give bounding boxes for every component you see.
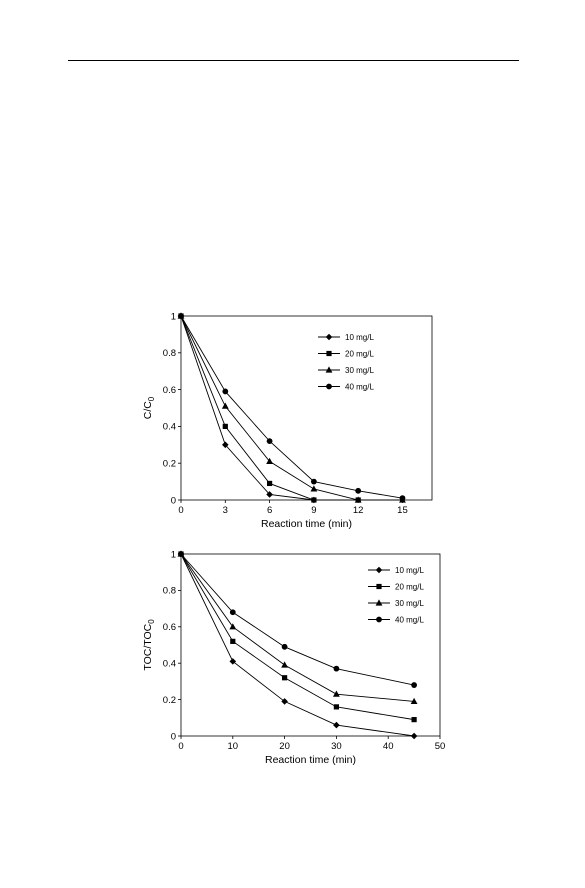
data-point [266, 480, 273, 487]
data-point [221, 402, 229, 409]
data-point [229, 609, 236, 616]
chart-1-svg: 0 0.2 0.4 0.6 0.8 1 0 3 6 9 12 15 Reaction time (min… [142, 311, 433, 530]
y-axis-label: TOC/TOC0 [142, 619, 156, 671]
series-line [180, 315, 403, 499]
plot-frame [180, 315, 433, 501]
legend-label: 40 mg/L [395, 616, 424, 625]
x-tick-label: 30 [331, 741, 342, 752]
data-point [266, 491, 273, 498]
y-tick-label: 0.4 [163, 659, 176, 670]
legend-marker [376, 616, 382, 623]
legend-label: 20 mg/L [345, 350, 374, 359]
y-tick-label: 0 [171, 731, 176, 742]
legend-label: 30 mg/L [395, 599, 424, 608]
data-point [411, 717, 417, 723]
data-point [410, 732, 418, 740]
data-point [281, 698, 288, 705]
plot-frame [180, 553, 441, 737]
series-line [180, 315, 359, 501]
legend-marker [375, 566, 383, 574]
legend-label: 10 mg/L [395, 566, 424, 575]
y-tick-label: 0.6 [163, 622, 176, 633]
data-point [333, 690, 340, 697]
legend-marker [376, 583, 382, 590]
data-point [178, 313, 184, 319]
y-tick-label: 0.2 [163, 459, 176, 470]
data-point [354, 496, 362, 503]
y-axis-label: C/C0 [142, 396, 156, 419]
legend-marker [325, 366, 333, 373]
legend-label: 30 mg/L [345, 366, 374, 375]
x-tick-label: 6 [267, 505, 272, 516]
data-point [266, 457, 273, 464]
series-4 [178, 551, 417, 688]
x-tick-label: 0 [178, 505, 183, 516]
data-point [310, 478, 317, 485]
chart-toc-decay: 0 0.2 0.4 0.6 0.8 1 0 10 20 30 40 50 Reaction time (… [0, 540, 585, 780]
x-tick-label: 20 [279, 741, 290, 752]
series-3 [177, 550, 418, 705]
data-point [266, 438, 273, 445]
data-point [311, 497, 317, 503]
series-1 [177, 312, 318, 504]
legend-label: 10 mg/L [345, 333, 374, 342]
y-tick-label: 0.6 [163, 385, 176, 396]
series-2 [178, 313, 361, 503]
legend-marker [326, 383, 332, 390]
y-tick-label: 1 [171, 549, 176, 560]
data-point [355, 487, 362, 494]
x-tick-label: 9 [311, 505, 316, 516]
data-point [230, 638, 236, 644]
data-point [333, 665, 340, 672]
data-point [221, 441, 229, 449]
series-line [180, 315, 314, 501]
data-point [222, 423, 228, 429]
data-point [222, 388, 229, 395]
y-tick-label: 1 [171, 311, 176, 322]
header-rule [68, 60, 519, 61]
series-line [180, 315, 403, 501]
data-point [333, 704, 339, 710]
series-line [180, 553, 415, 737]
series-1 [177, 550, 418, 740]
data-point [178, 551, 184, 557]
x-tick-label: 3 [223, 505, 228, 516]
chart-concentration-decay: 0 0.2 0.4 0.6 0.8 1 0 3 6 9 12 15 Reaction time (min… [0, 300, 585, 540]
y-tick-label: 0.8 [163, 348, 176, 359]
legend-marker [375, 599, 383, 606]
series-4 [178, 313, 406, 502]
x-tick-label: 10 [228, 741, 239, 752]
y-tick-label: 0.2 [163, 695, 176, 706]
data-point [310, 485, 318, 492]
series-line [180, 553, 415, 721]
data-point [399, 495, 406, 502]
x-tick-label: 15 [397, 505, 408, 516]
series-2 [178, 551, 417, 723]
legend-label: 40 mg/L [345, 383, 374, 392]
data-point [282, 675, 288, 681]
data-point [229, 623, 237, 630]
y-tick-label: 0 [171, 495, 176, 506]
x-axis-label: Reaction time (min) [265, 754, 356, 766]
legend-marker [325, 333, 333, 341]
data-point [281, 643, 288, 650]
series-line [180, 553, 415, 702]
y-tick-label: 0.4 [163, 422, 176, 433]
x-tick-label: 0 [178, 741, 183, 752]
x-tick-label: 12 [353, 505, 364, 516]
x-axis-label: Reaction time (min) [261, 518, 352, 530]
x-tick-label: 50 [435, 741, 446, 752]
data-point [410, 697, 418, 705]
x-tick-label: 40 [383, 741, 394, 752]
data-point [411, 682, 417, 688]
y-tick-label: 0.8 [163, 586, 176, 597]
legend-marker [326, 350, 332, 357]
data-point [333, 721, 340, 729]
data-point [281, 661, 288, 668]
legend-label: 20 mg/L [395, 583, 424, 592]
